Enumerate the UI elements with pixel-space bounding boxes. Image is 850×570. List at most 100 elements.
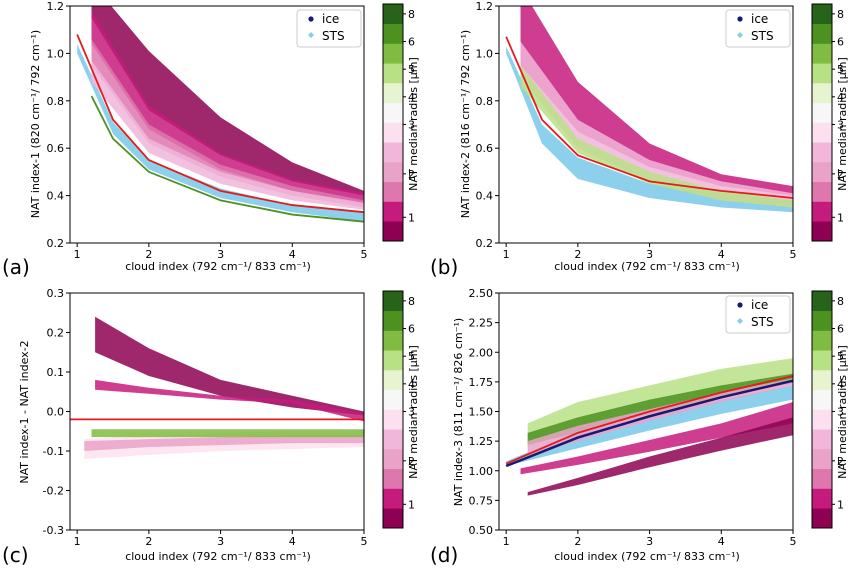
panel-a-tag: (a): [2, 255, 30, 279]
axis-frame: [498, 5, 794, 244]
nat-band-class-1: [520, 402, 793, 475]
colorbar-tick-label: 4: [408, 378, 415, 391]
colorbar-swatch: [812, 310, 832, 331]
y-tick-label: 0.2: [476, 237, 494, 250]
colorbar-tick-label: 6: [837, 323, 844, 336]
panel-c: 1 2 3 4 5 -0.3 -0.2 -0.1 0.0 0.1 0.2 0.3 (c) cloud …: [2, 287, 420, 567]
colorbar-tick-label: 4: [837, 91, 844, 104]
panel-a-plot: 1 2 3 4 5 0.2 0.4 0.6 0.8 1.0 1.2: [47, 0, 368, 261]
legend-sts-marker: [308, 32, 314, 38]
panel-d-colorbar: 1 2 3 4 5 6 8 NAT median radius [μm]: [811, 290, 849, 529]
nat-band-class-4: [91, 60, 364, 210]
colorbar-swatch: [383, 23, 403, 44]
colorbar-tick-label: 3: [408, 118, 415, 131]
colorbar-tick-label: 8: [837, 295, 844, 308]
nat-band-class-8: [520, 65, 793, 208]
sts-band: [506, 385, 793, 467]
panel-b-tag: (b): [430, 255, 458, 279]
plot-inner: [70, 316, 364, 459]
colorbar-swatch: [383, 389, 403, 410]
x-tick-label: 1: [503, 248, 510, 261]
curve-0: [505, 375, 793, 465]
colorbar-swatch: [383, 508, 403, 529]
colorbar-tick-label: 3: [837, 118, 844, 131]
legend-ice-marker: [737, 302, 743, 308]
nat-band-class-0: [95, 316, 364, 416]
colorbar-tick-label: 5: [408, 350, 415, 363]
x-tick-label: 4: [718, 248, 725, 261]
colorbar-tick-label: 1: [837, 498, 844, 511]
y-tick-label: -0.1: [43, 445, 64, 458]
axis-frame: [69, 5, 365, 244]
colorbar-tick-label: 5: [837, 350, 844, 363]
plot-inner: [505, 6, 793, 213]
colorbar-swatch: [383, 102, 403, 123]
x-tick-label: 4: [289, 248, 296, 261]
y-tick-label: 0.50: [469, 524, 494, 537]
x-tick-label: 2: [574, 535, 581, 548]
panel-d: 1 2 3 4 5 0.50 0.75 1.00 1.25 1.50 1.75 2.00 2.25 2.5…: [430, 287, 849, 567]
x-tick-label: 3: [217, 535, 224, 548]
colorbar-swatch: [383, 350, 403, 371]
curve-1: [76, 34, 364, 214]
colorbar-swatch: [812, 221, 832, 242]
colorbar-tick-label: 2: [837, 455, 844, 468]
colorbar-tick-label: 3: [837, 405, 844, 418]
colorbar-swatch: [383, 310, 403, 331]
legend-ice-label: ice: [751, 298, 768, 312]
legend-sts-label: STS: [322, 29, 345, 43]
y-tick-label: 1.75: [469, 376, 494, 389]
y-tick-label: 0.0: [47, 406, 65, 419]
colorbar-swatches: 1 2 3 4 5 6 8: [382, 3, 415, 242]
panel-a-colorbar: 1 2 3 4 5 6 8 NAT median radius [μm]: [382, 3, 420, 242]
panel-d-legend: ice STS: [725, 295, 791, 334]
x-tick-label: 2: [145, 248, 152, 261]
nat-band-class-3: [84, 435, 364, 451]
colorbar-tick-label: 8: [408, 295, 415, 308]
colorbar-swatch: [812, 63, 832, 84]
colorbar-swatch: [383, 4, 403, 25]
y-tick-label: 0.4: [476, 190, 494, 203]
panel-c-xlabel: cloud index (792 cm⁻¹/ 833 cm⁻¹): [125, 550, 311, 563]
panel-d-tag: (d): [430, 543, 458, 566]
colorbar-swatch: [812, 142, 832, 163]
curve-0: [505, 36, 793, 199]
colorbar-swatch: [812, 181, 832, 202]
colorbar-swatch: [383, 122, 403, 143]
colorbar-swatch: [812, 468, 832, 489]
colorbar-swatch: [812, 291, 832, 312]
legend-ice-marker: [308, 16, 314, 22]
colorbar-swatch: [383, 221, 403, 242]
panel-b-plot: 1 2 3 4 5 0.2 0.4 0.6 0.8 1.0 1.2: [476, 0, 797, 261]
colorbar-swatch: [812, 508, 832, 529]
colorbar-tick-label: 6: [837, 36, 844, 49]
y-tick-label: 0.4: [47, 190, 65, 203]
colorbar-swatch: [383, 43, 403, 64]
colorbar-swatch: [812, 23, 832, 44]
y-tick-label: 0.2: [47, 237, 65, 250]
x-tick-label: 3: [646, 248, 653, 261]
y-tick-label: 0.1: [47, 366, 65, 379]
colorbar-tick-label: 1: [408, 211, 415, 224]
y-tick-label: 0.2: [47, 327, 65, 340]
colorbar-swatch: [812, 330, 832, 351]
panel-a-xlabel: cloud index (792 cm⁻¹/ 833 cm⁻¹): [125, 260, 311, 273]
panel-b-xlabel: cloud index (792 cm⁻¹/ 833 cm⁻¹): [554, 260, 740, 273]
nat-band-class-9: [91, 429, 364, 438]
plot-inner: [76, 6, 364, 223]
colorbar-swatch: [383, 291, 403, 312]
colorbar-swatch: [812, 4, 832, 25]
colorbar-tick-label: 2: [837, 168, 844, 181]
nat-band-class-3: [527, 378, 793, 457]
colorbar-swatches: 1 2 3 4 5 6 8: [811, 290, 844, 529]
colorbar-swatch: [383, 63, 403, 84]
y-tick-label: 1.0: [47, 47, 65, 60]
colorbar-swatch: [812, 43, 832, 64]
colorbar-swatch: [812, 389, 832, 410]
colorbar-swatch: [383, 162, 403, 183]
colorbar-label: NAT median radius [μm]: [836, 345, 849, 479]
panel-a-legend: ice STS: [296, 9, 362, 48]
colorbar-swatch: [383, 181, 403, 202]
x-tick-label: 5: [361, 535, 368, 548]
